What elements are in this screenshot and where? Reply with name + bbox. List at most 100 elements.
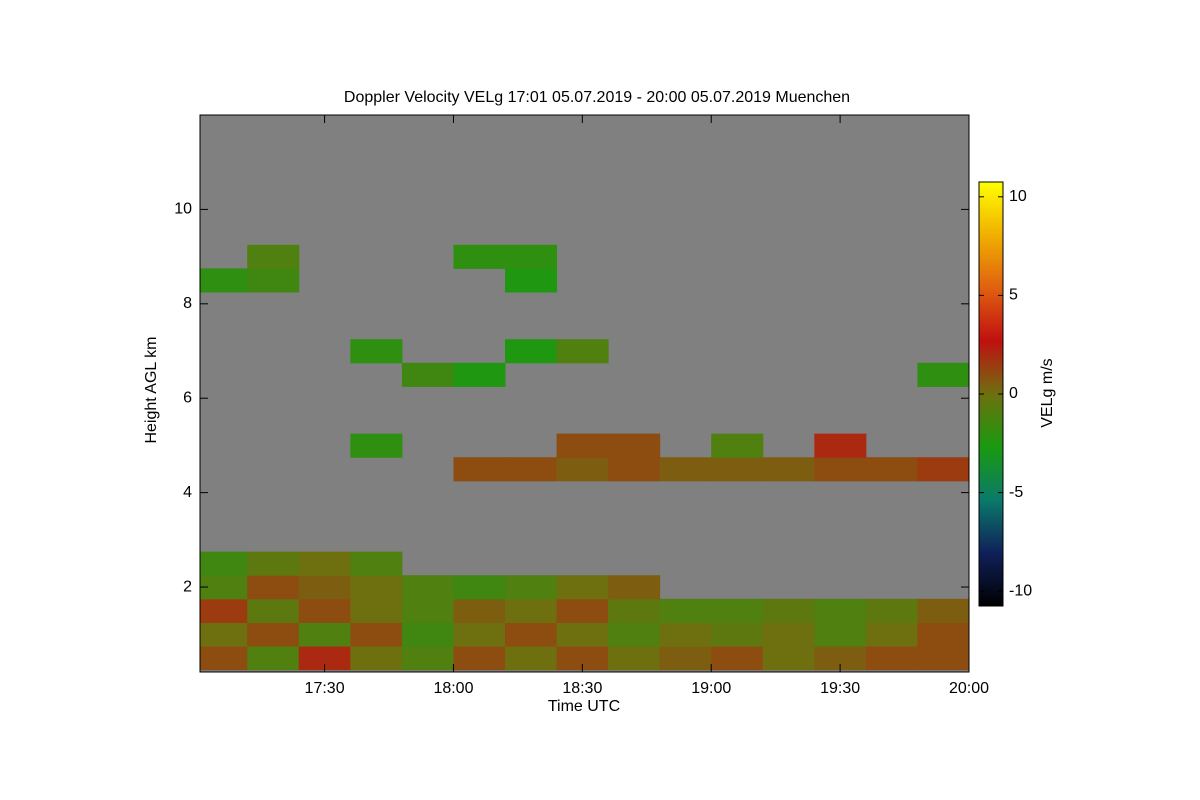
heatmap-cell <box>762 457 815 482</box>
heatmap-cell <box>247 244 300 269</box>
heatmap-cell <box>453 622 506 647</box>
heatmap-cell <box>350 622 403 647</box>
y-axis-label: Height AGL km <box>143 336 160 443</box>
heatmap-cell <box>556 575 609 600</box>
heatmap-cell <box>814 457 867 482</box>
heatmap-cell <box>247 622 300 647</box>
colorbar-tick-label: 10 <box>1009 188 1027 205</box>
heatmap-cell <box>247 551 300 576</box>
y-tick-label: 2 <box>183 578 192 595</box>
heatmap-cell <box>350 598 403 623</box>
colorbar-tick-label: 5 <box>1009 287 1018 304</box>
heatmap-cell <box>711 598 764 623</box>
heatmap-cell <box>814 598 867 623</box>
heatmap-cell <box>659 598 712 623</box>
plot-frame <box>199 114 970 673</box>
x-axis-label: Time UTC <box>548 698 620 715</box>
heatmap-cell <box>762 622 815 647</box>
heatmap-cell <box>917 622 969 647</box>
heatmap-cell <box>814 433 867 458</box>
heatmap-cell <box>350 551 403 576</box>
heatmap-cell <box>556 457 609 482</box>
heatmap-cell <box>917 598 969 623</box>
x-tick-label: 17:30 <box>305 680 345 697</box>
heatmap-cell <box>200 622 248 647</box>
heatmap-cell <box>659 646 712 671</box>
heatmap-cell <box>659 622 712 647</box>
heatmap-cell <box>401 362 454 387</box>
heatmap-cell <box>453 598 506 623</box>
heatmap-cell <box>401 598 454 623</box>
heatmap-cell <box>298 598 351 623</box>
heatmap-cell <box>865 646 918 671</box>
y-tick-label: 8 <box>183 295 192 312</box>
heatmap-cell <box>505 268 558 293</box>
heatmap-cell <box>865 622 918 647</box>
heatmap-cell <box>298 551 351 576</box>
x-tick-label: 19:00 <box>691 680 731 697</box>
heatmap-cell <box>917 362 969 387</box>
y-tick-label: 10 <box>174 201 192 218</box>
heatmap-cell <box>298 575 351 600</box>
heatmap-cell <box>350 646 403 671</box>
heatmap-cell <box>814 622 867 647</box>
heatmap-cell <box>865 598 918 623</box>
y-tick-label: 4 <box>183 484 192 501</box>
x-tick-label: 18:00 <box>433 680 473 697</box>
heatmap-cell <box>453 646 506 671</box>
heatmap-cell <box>401 622 454 647</box>
heatmap-cell <box>505 575 558 600</box>
heatmap-cell <box>608 457 661 482</box>
heatmap-cell <box>453 244 506 269</box>
heatmap-cell <box>401 575 454 600</box>
x-tick-label: 20:00 <box>949 680 989 697</box>
heatmap-cell <box>350 433 403 458</box>
heatmap-cell <box>505 598 558 623</box>
heatmap-cell <box>247 575 300 600</box>
heatmap-cell <box>608 575 661 600</box>
heatmap-cell <box>762 646 815 671</box>
heatmap-cell <box>711 457 764 482</box>
heatmap-cell <box>711 433 764 458</box>
heatmap-cell <box>350 339 403 364</box>
heatmap-cell <box>453 575 506 600</box>
heatmap-cell <box>711 646 764 671</box>
heatmap-cell <box>505 457 558 482</box>
heatmap-cell <box>608 598 661 623</box>
heatmap <box>200 244 969 671</box>
colorbar-tick-label: -10 <box>1009 582 1032 599</box>
heatmap-cell <box>453 457 506 482</box>
heatmap-cell <box>762 598 815 623</box>
heatmap-cell <box>556 433 609 458</box>
heatmap-cell <box>659 457 712 482</box>
x-tick-label: 19:30 <box>820 680 860 697</box>
heatmap-cell <box>247 598 300 623</box>
heatmap-cell <box>247 646 300 671</box>
heatmap-cell <box>505 622 558 647</box>
heatmap-cell <box>505 244 558 269</box>
heatmap-cell <box>247 268 300 293</box>
heatmap-cell <box>917 646 969 671</box>
heatmap-cell <box>505 646 558 671</box>
heatmap-cell <box>865 457 918 482</box>
y-tick-label: 6 <box>183 389 192 406</box>
heatmap-cell <box>401 646 454 671</box>
colorbar-tick-label: 0 <box>1009 385 1018 402</box>
heatmap-cell <box>453 362 506 387</box>
heatmap-cell <box>556 339 609 364</box>
heatmap-cell <box>917 457 969 482</box>
heatmap-cell <box>505 339 558 364</box>
heatmap-cell <box>711 622 764 647</box>
heatmap-cell <box>298 622 351 647</box>
heatmap-cell <box>556 622 609 647</box>
heatmap-cell <box>200 268 248 293</box>
chart-title: Doppler Velocity VELg 17:01 05.07.2019 -… <box>344 89 850 106</box>
heatmap-cell <box>608 622 661 647</box>
heatmap-cell <box>350 575 403 600</box>
colorbar-label: VELg m/s <box>1039 358 1056 427</box>
heatmap-cell <box>200 646 248 671</box>
heatmap-cell <box>608 646 661 671</box>
heatmap-cell <box>608 433 661 458</box>
heatmap-cell <box>200 598 248 623</box>
